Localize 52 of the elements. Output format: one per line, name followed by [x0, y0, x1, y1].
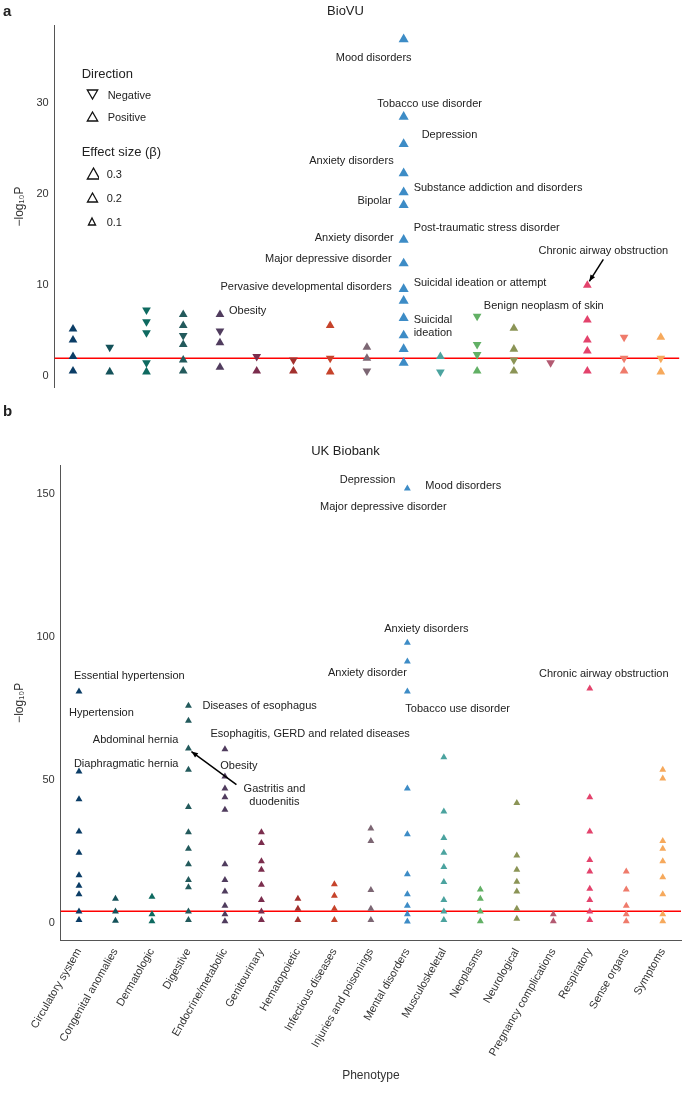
annotation: Pervasive developmental disorders [220, 279, 393, 292]
annotation: Depression [339, 473, 396, 486]
annotation: Essential hypertension [74, 669, 185, 682]
annotation: Anxiety disorders [384, 621, 470, 634]
annotation: Depression [421, 128, 478, 141]
annotation: Chronic airway obstruction [538, 666, 669, 679]
annotation: Gastritis and duodenitis [243, 781, 306, 807]
y-tick-label: 100 [36, 630, 55, 643]
y-axis-title: −log₁₀P [11, 682, 26, 723]
annotation: Positive [107, 110, 147, 123]
annotation: Obesity [228, 303, 267, 316]
annotation: Chronic airway obstruction [538, 244, 669, 257]
annotation: Tobacco use disorder [377, 96, 483, 109]
annotation: Mood disorders [335, 51, 413, 64]
annotation: Substance addiction and disorders [413, 181, 583, 194]
y-axis-title: −log₁₀P [11, 186, 26, 227]
x-axis-title: Phenotype [342, 1068, 400, 1083]
y-tick-label: 150 [36, 487, 55, 500]
annotation: Abdominal hernia [92, 732, 180, 745]
annotation: Esophagitis, GERD and related diseases [210, 726, 411, 739]
text: b [3, 402, 13, 420]
annotation: Anxiety disorders [309, 154, 395, 167]
annotation: Tobacco use disorder [405, 702, 511, 715]
text: a [3, 2, 12, 20]
y-tick-label: 10 [36, 278, 49, 291]
chart-title: BioVU [327, 3, 364, 19]
legend-title: Direction [81, 65, 134, 81]
y-tick-label: 30 [36, 96, 49, 109]
annotation: Benign neoplasm of skin [483, 299, 604, 312]
annotation: Major depressive disorder [265, 252, 392, 265]
annotation: Anxiety disorder [327, 666, 408, 679]
y-tick-label: 0 [42, 369, 49, 382]
y-tick-label: 20 [36, 187, 49, 200]
annotation: Post-traumatic stress disorder [413, 220, 561, 233]
annotation: Obesity [220, 758, 259, 771]
legend-label: 0.1 [106, 215, 122, 228]
y-tick-label: 0 [48, 915, 55, 928]
legend-label: 0.2 [106, 191, 122, 204]
y-tick-label: 50 [42, 773, 55, 786]
annotation: Diseases of esophagus [202, 698, 318, 711]
annotation: Diaphragmatic hernia [73, 756, 180, 769]
annotation: Anxiety disorder [314, 230, 394, 243]
chart-title: UK Biobank [311, 443, 381, 459]
annotation: Major depressive disorder [320, 500, 447, 513]
annotation: Suicidal ideation [413, 313, 453, 339]
annotation: Mood disorders [425, 479, 502, 492]
annotation: Hypertension [69, 706, 134, 719]
annotation: Effect size (β) [81, 143, 162, 159]
annotation: Negative [107, 88, 152, 101]
legend-label: 0.3 [106, 167, 122, 180]
annotation: Suicidal ideation or attempt [413, 276, 547, 289]
annotation: Bipolar [357, 194, 392, 207]
